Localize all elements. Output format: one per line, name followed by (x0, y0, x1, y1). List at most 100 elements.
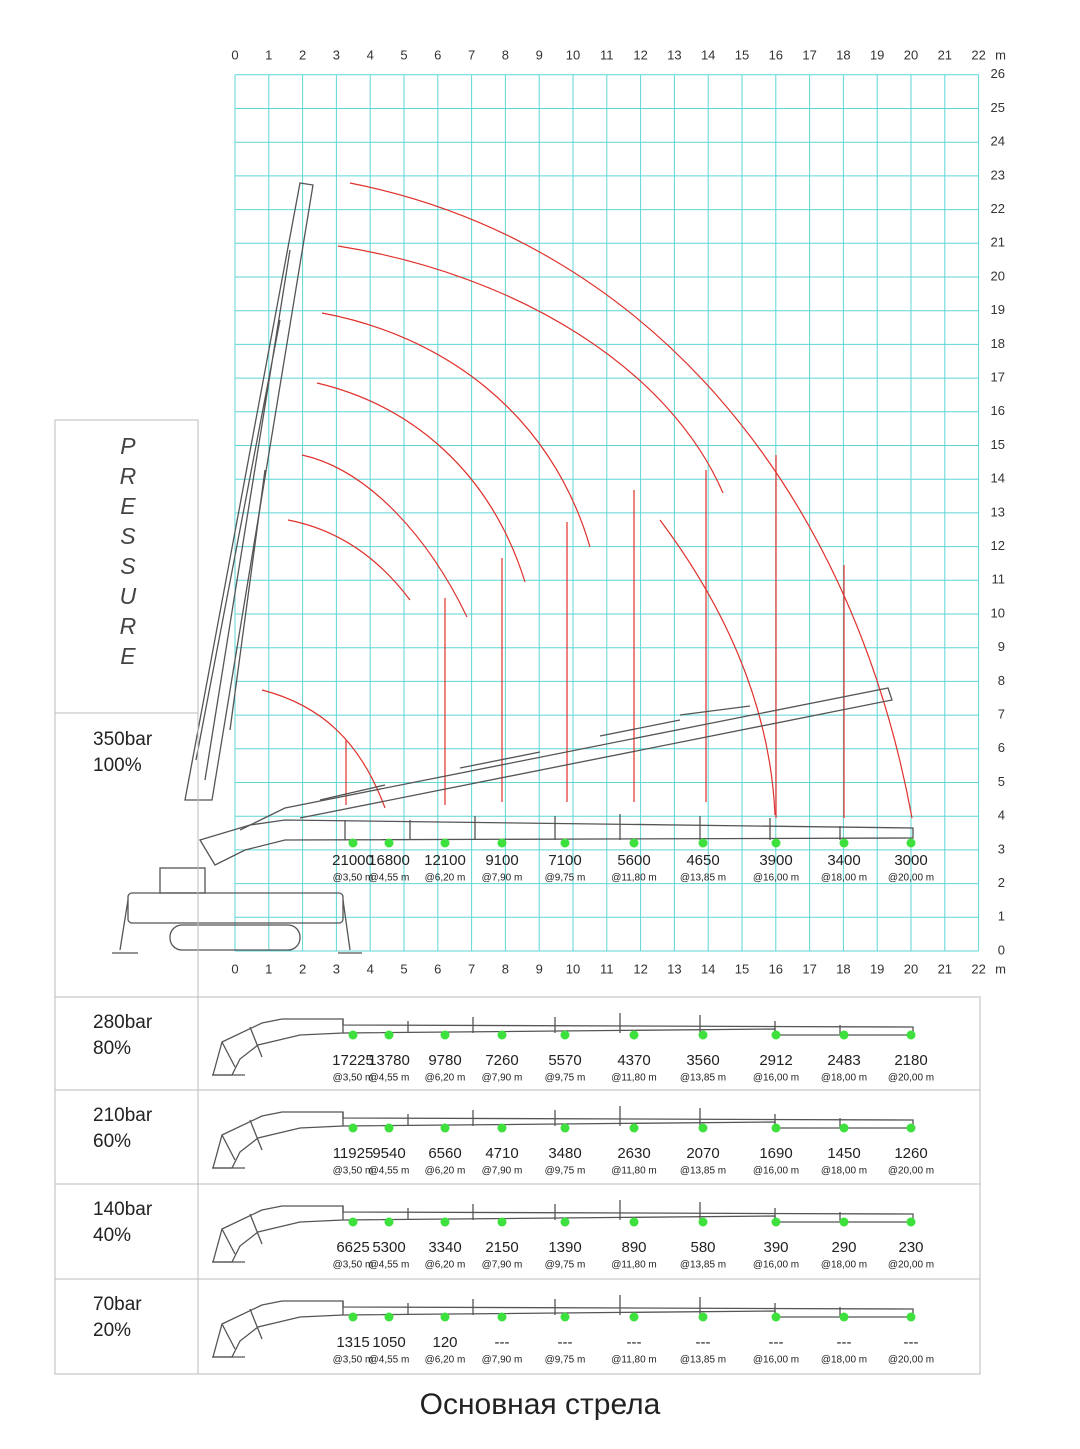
load-value: 21000 (332, 852, 374, 869)
x-tick-label: 7 (468, 47, 475, 62)
radius-label: @13,85 m (680, 1260, 726, 1271)
radius-label: @9,75 m (545, 873, 586, 884)
load-value: 11925 (333, 1145, 374, 1162)
load-value: 3000 (894, 852, 927, 869)
load-value: 2912 (759, 1052, 792, 1069)
x-tick-label: 2 (299, 961, 306, 976)
radius-label: @7,90 m (482, 1260, 523, 1271)
radius-label: @20,00 m (888, 1073, 934, 1084)
radius-label: @9,75 m (545, 1260, 586, 1271)
load-point (629, 1312, 639, 1322)
x-tick-label: 16 (769, 47, 783, 62)
load-value: 580 (690, 1239, 715, 1256)
load-value: 3340 (428, 1239, 461, 1256)
radius-label: @3,50 m (333, 1073, 374, 1084)
load-value: 5600 (617, 852, 650, 869)
radius-label: @7,90 m (482, 1355, 523, 1366)
x-tick-label: 20 (904, 961, 918, 976)
y-tick-label: 19 (991, 302, 1005, 317)
radius-label: @20,00 m (888, 1260, 934, 1271)
x-tick-label: 6 (434, 961, 441, 976)
load-point (497, 1030, 507, 1040)
x-tick-label: 22 (971, 961, 985, 976)
radius-label: @4,55 m (369, 1166, 410, 1177)
load-value: --- (769, 1334, 784, 1351)
radius-label: @13,85 m (680, 1355, 726, 1366)
load-value: 3900 (759, 852, 792, 869)
load-value: 7100 (548, 852, 581, 869)
y-tick-label: 24 (991, 134, 1005, 149)
radius-label: @18,00 m (821, 1073, 867, 1084)
load-point (839, 1030, 849, 1040)
radius-label: @18,00 m (821, 1166, 867, 1177)
range-arc (321, 312, 591, 548)
load-point (348, 1312, 358, 1322)
x-tick-label: 21 (938, 961, 952, 976)
load-value: 2150 (485, 1239, 518, 1256)
radius-label: @11,80 m (611, 1073, 657, 1084)
load-value: --- (696, 1334, 711, 1351)
load-value: 2070 (686, 1145, 719, 1162)
x-tick-label: 12 (633, 961, 647, 976)
x-tick-label: 3 (333, 47, 340, 62)
percent-label: 40% (93, 1225, 131, 1246)
load-point (698, 838, 708, 848)
load-point (906, 1217, 916, 1227)
range-arc (659, 519, 776, 816)
load-value: 1260 (894, 1145, 927, 1162)
x-tick-label: 11 (600, 961, 614, 976)
range-arc (337, 245, 724, 494)
load-point (497, 1217, 507, 1227)
y-tick-label: 9 (998, 639, 1005, 654)
load-point (629, 1030, 639, 1040)
load-point (560, 1217, 570, 1227)
x-tick-label: 15 (735, 47, 749, 62)
load-point (440, 1030, 450, 1040)
radius-label: @4,55 m (369, 1073, 410, 1084)
radius-label: @7,90 m (482, 1166, 523, 1177)
load-value: --- (904, 1334, 919, 1351)
crane-drawing (112, 182, 914, 954)
x-tick-label: 16 (769, 961, 783, 976)
load-value: 4370 (617, 1052, 650, 1069)
percent-label: 60% (93, 1131, 131, 1152)
percent-label: 100% (93, 755, 142, 776)
range-arc (349, 182, 913, 819)
load-value: 12100 (424, 852, 466, 869)
y-tick-label: 20 (991, 268, 1005, 283)
x-tick-label: 5 (400, 47, 407, 62)
radius-label: @20,00 m (888, 1166, 934, 1177)
radius-label: @6,20 m (425, 1260, 466, 1271)
radius-label: @16,00 m (753, 1073, 799, 1084)
load-value: 1050 (372, 1334, 405, 1351)
load-value: 3480 (548, 1145, 581, 1162)
load-point (440, 1217, 450, 1227)
x-tick-label: 17 (802, 47, 816, 62)
load-value: 16800 (368, 852, 410, 869)
load-point (906, 1123, 916, 1133)
pressure-label: 350bar (93, 729, 153, 750)
x-tick-label: 7 (468, 961, 475, 976)
load-value: --- (837, 1334, 852, 1351)
load-point (839, 838, 849, 848)
radius-label: @11,80 m (611, 1355, 657, 1366)
load-value: --- (558, 1334, 573, 1351)
load-point (348, 1217, 358, 1227)
load-point (771, 1123, 781, 1133)
radius-label: @7,90 m (482, 873, 523, 884)
x-tick-label: 1 (265, 961, 272, 976)
load-point (560, 838, 570, 848)
x-tick-label: 0 (231, 961, 238, 976)
y-tick-label: 6 (998, 740, 1005, 755)
load-point (384, 838, 394, 848)
x-tick-label: 10 (566, 961, 580, 976)
pressure-label: 140bar (93, 1199, 153, 1220)
radius-label: @9,75 m (545, 1073, 586, 1084)
x-tick-label: 1 (265, 47, 272, 62)
x-tick-label: 2 (299, 47, 306, 62)
radius-label: @11,80 m (611, 1260, 657, 1271)
load-point (771, 1030, 781, 1040)
load-value: 890 (621, 1239, 646, 1256)
x-tick-label: 9 (536, 47, 543, 62)
radius-label: @13,85 m (680, 1166, 726, 1177)
